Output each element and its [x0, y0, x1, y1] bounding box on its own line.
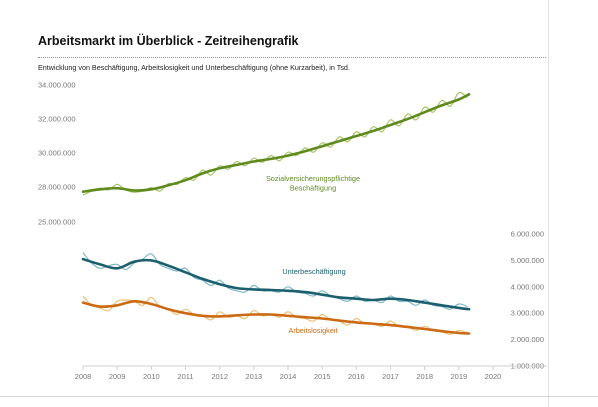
- right-tick-label: 4.000.000: [511, 282, 544, 291]
- x-tick-label: 2019: [450, 372, 467, 381]
- series-labels: SozialversicherungspflichtigeBeschäftigu…: [266, 174, 360, 335]
- x-tick-label: 2008: [75, 372, 92, 381]
- series-raw-line: [82, 252, 468, 310]
- series-label: Arbeitslosigkeit: [288, 326, 337, 335]
- left-tick-label: 28.000.000: [38, 183, 76, 192]
- series-label: Unterbeschäftigung: [282, 267, 345, 276]
- x-tick-label: 2013: [245, 372, 262, 381]
- x-tick-label: 2012: [211, 372, 228, 381]
- left-tick-label: 34.000.000: [38, 81, 76, 90]
- series-label: Beschäftigung: [290, 184, 336, 193]
- x-tick-label: 2016: [348, 372, 365, 381]
- right-tick-label: 2.000.000: [511, 335, 544, 344]
- right-tick-label: 3.000.000: [511, 309, 544, 318]
- left-tick-label: 32.000.000: [38, 115, 76, 124]
- series-label: Sozialversicherungspflichtige: [266, 174, 360, 183]
- x-tick-label: 2011: [177, 372, 193, 381]
- right-tick-label: 6.000.000: [511, 230, 544, 239]
- series-trend-line: [81, 257, 471, 311]
- x-tick-label: 2009: [109, 372, 126, 381]
- left-tick-label: 30.000.000: [38, 149, 76, 158]
- x-tick-label: 2017: [382, 372, 399, 381]
- title-divider: [38, 57, 546, 58]
- x-axis-ticks: 2008 2009 2010 2011 2012 2013 2014 2015 2016 2017…: [75, 366, 502, 381]
- x-tick-label: 2010: [143, 372, 160, 381]
- chart-title: Arbeitsmarkt im Überblick - Zeitreihengr…: [38, 34, 299, 48]
- series-trend-line: [81, 299, 471, 335]
- series-layer: [81, 91, 471, 335]
- x-tick-label: 2015: [314, 372, 331, 381]
- left-axis-ticks: 34.000.000 32.000.000 30.000.000 28.000.000…: [38, 81, 76, 227]
- chart-subtitle: Entwicklung von Beschäftigung, Arbeitslo…: [38, 63, 350, 72]
- frame-border-right: [548, 0, 549, 407]
- x-tick-label: 2014: [280, 372, 297, 381]
- x-tick-label: 2020: [485, 372, 502, 381]
- left-tick-label: 25.000.000: [38, 218, 76, 227]
- frame-border-bottom: [0, 396, 598, 397]
- right-axis-ticks: 6.000.000 5.000.000 4.000.000 3.000.000 2.00…: [511, 230, 544, 371]
- right-tick-label: 5.000.000: [511, 256, 544, 265]
- x-tick-label: 2018: [416, 372, 433, 381]
- series-trend-line: [81, 93, 471, 193]
